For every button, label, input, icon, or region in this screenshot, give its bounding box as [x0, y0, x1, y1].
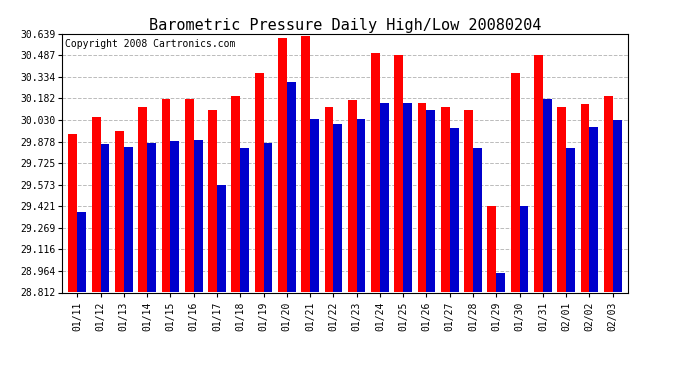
Bar [543, 99, 552, 292]
Bar [357, 118, 366, 292]
Bar [534, 55, 543, 292]
Bar [240, 148, 249, 292]
Bar [580, 104, 589, 292]
Bar [395, 55, 403, 292]
Bar [161, 99, 170, 292]
Bar [231, 96, 240, 292]
Bar [441, 107, 450, 292]
Bar [138, 107, 147, 292]
Bar [278, 38, 287, 292]
Bar [147, 142, 156, 292]
Bar [488, 206, 496, 292]
Text: Copyright 2008 Cartronics.com: Copyright 2008 Cartronics.com [65, 39, 235, 49]
Bar [558, 107, 566, 292]
Bar [403, 103, 412, 292]
Title: Barometric Pressure Daily High/Low 20080204: Barometric Pressure Daily High/Low 20080… [149, 18, 541, 33]
Bar [417, 103, 426, 292]
Bar [68, 134, 77, 292]
Bar [185, 99, 194, 292]
Bar [380, 103, 388, 292]
Bar [371, 53, 380, 292]
Bar [101, 144, 110, 292]
Bar [450, 129, 459, 292]
Bar [613, 120, 622, 292]
Bar [287, 82, 295, 292]
Bar [426, 110, 435, 292]
Bar [511, 73, 520, 292]
Bar [92, 117, 101, 292]
Bar [496, 273, 505, 292]
Bar [217, 185, 226, 292]
Bar [208, 110, 217, 292]
Bar [255, 73, 264, 292]
Bar [604, 96, 613, 292]
Bar [333, 124, 342, 292]
Bar [566, 148, 575, 292]
Bar [464, 110, 473, 292]
Bar [124, 147, 132, 292]
Bar [473, 148, 482, 292]
Bar [194, 140, 202, 292]
Bar [264, 142, 273, 292]
Bar [348, 100, 357, 292]
Bar [324, 107, 333, 292]
Bar [310, 118, 319, 292]
Bar [170, 141, 179, 292]
Bar [520, 206, 529, 292]
Bar [589, 127, 598, 292]
Bar [115, 131, 124, 292]
Bar [302, 36, 310, 292]
Bar [77, 212, 86, 292]
